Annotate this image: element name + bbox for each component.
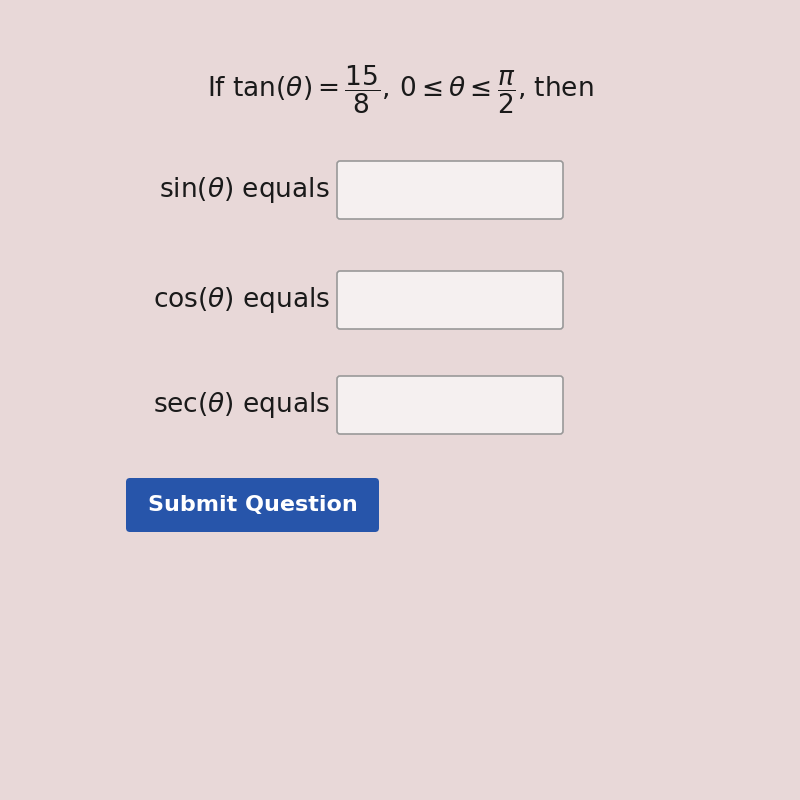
Text: Submit Question: Submit Question: [148, 495, 358, 515]
Text: $\cos(\theta)$ equals: $\cos(\theta)$ equals: [153, 285, 330, 315]
Text: $\sin(\theta)$ equals: $\sin(\theta)$ equals: [159, 175, 330, 205]
Text: $\sec(\theta)$ equals: $\sec(\theta)$ equals: [153, 390, 330, 420]
FancyBboxPatch shape: [126, 478, 379, 532]
FancyBboxPatch shape: [337, 376, 563, 434]
FancyBboxPatch shape: [337, 161, 563, 219]
FancyBboxPatch shape: [337, 271, 563, 329]
Text: If $\tan(\theta) = \dfrac{15}{8},\, 0 \leq \theta \leq \dfrac{\pi}{2}$, then: If $\tan(\theta) = \dfrac{15}{8},\, 0 \l…: [206, 64, 594, 116]
